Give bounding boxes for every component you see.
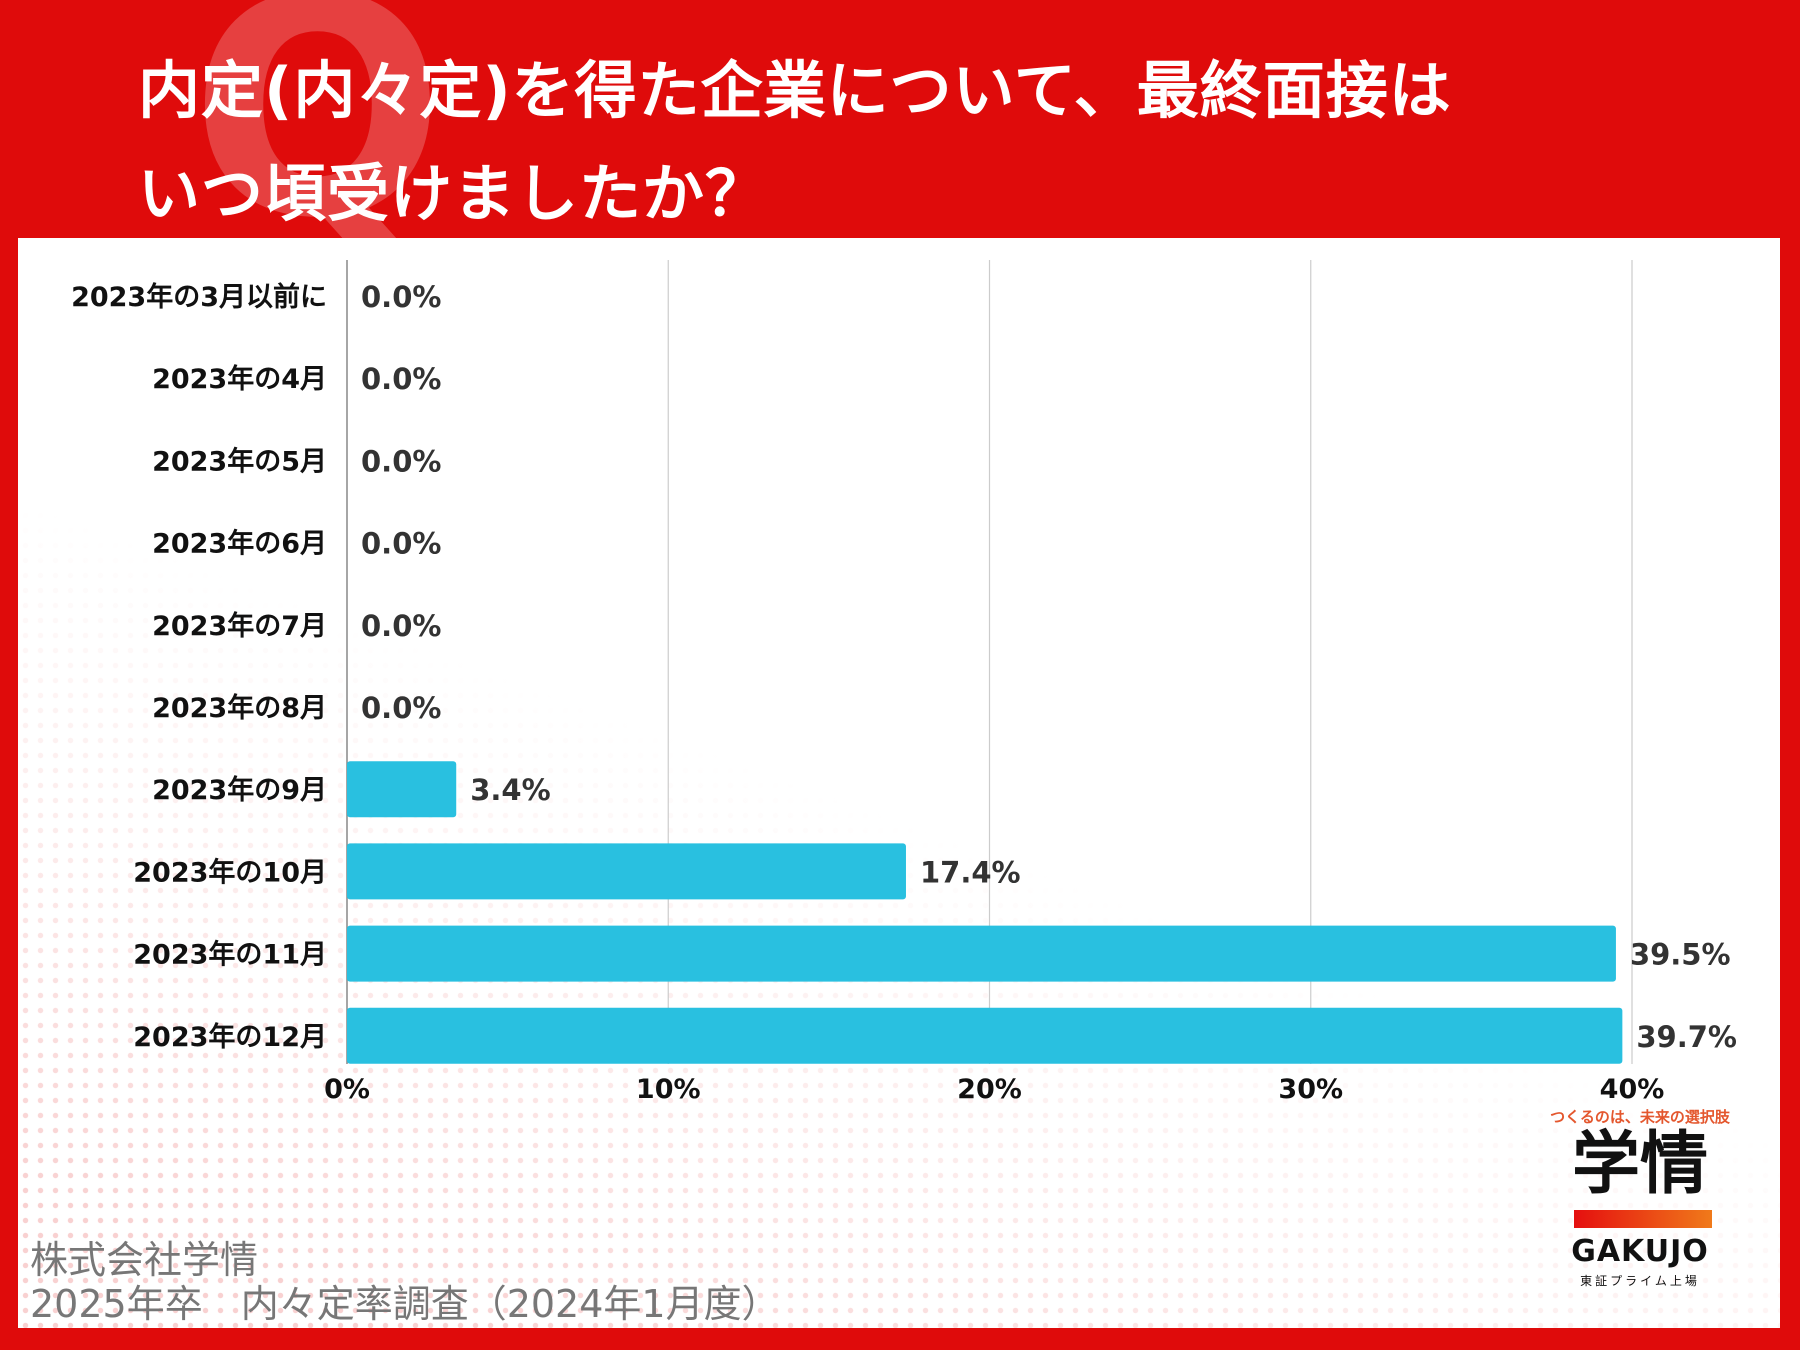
logo-subtitle: 東証プライム上場 <box>1580 1274 1700 1288</box>
bars-layer <box>347 761 1623 1064</box>
bar <box>347 761 457 818</box>
gakujo-logo: つくるのは、未来の選択肢 学情 GAKUJO 東証プライム上場 <box>1540 1106 1740 1288</box>
value-label: 3.4% <box>470 773 550 807</box>
bar <box>347 1007 1623 1064</box>
value-label: 0.0% <box>361 527 441 561</box>
category-label: 2023年の4月 <box>152 363 327 395</box>
value-label: 39.7% <box>1636 1020 1737 1054</box>
footer-company: 株式会社学情 <box>30 1238 259 1282</box>
value-label: 39.5% <box>1630 938 1731 972</box>
x-tick-label: 0% <box>324 1074 370 1105</box>
value-label: 0.0% <box>361 691 441 725</box>
page-title-line-1: 内定(内々定)を得た企業について、最終面接は <box>138 54 1452 127</box>
x-tick-label: 20% <box>957 1074 1022 1105</box>
logo-kanji: 学情 <box>1571 1125 1708 1204</box>
page-title-line-2: いつ頃受けましたか？ <box>138 157 769 230</box>
category-label: 2023年の6月 <box>152 528 327 560</box>
value-label: 17.4% <box>920 855 1021 889</box>
x-tick-label: 10% <box>636 1074 701 1105</box>
category-label: 2023年の8月 <box>152 692 327 724</box>
x-tick-label: 30% <box>1278 1074 1343 1105</box>
category-label: 2023年の12月 <box>133 1021 327 1053</box>
footer-survey: 2025年卒 内々定率調査（2024年1月度） <box>30 1282 780 1326</box>
logo-tagline: つくるのは、未来の選択肢 <box>1550 1108 1730 1126</box>
question-mark-watermark: Q <box>190 0 446 284</box>
labels-layer: 0% 10% 20% 30% 40% 2023年の3月以前に 0.0% 2023年の4月 0.0… <box>71 280 1737 1105</box>
x-tick-label: 40% <box>1600 1074 1665 1105</box>
value-label: 0.0% <box>361 280 441 314</box>
logo-name: GAKUJO <box>1571 1234 1709 1269</box>
category-label: 2023年の9月 <box>152 774 327 806</box>
category-label: 2023年の11月 <box>133 939 327 971</box>
footer-source: 株式会社学情 2025年卒 内々定率調査（2024年1月度） <box>30 1238 780 1326</box>
value-label: 0.0% <box>361 362 441 396</box>
category-label: 2023年の5月 <box>152 445 327 477</box>
category-label: 2023年の3月以前に <box>71 281 327 313</box>
panel-highlight <box>18 238 1780 1328</box>
bar <box>347 925 1616 982</box>
category-label: 2023年の10月 <box>133 856 327 888</box>
category-label: 2023年の7月 <box>152 610 327 642</box>
logo-gradient-bar <box>1574 1210 1712 1228</box>
bar-chart: 0% 10% 20% 30% 40% 2023年の3月以前に 0.0% 2023年の4月 0.0… <box>71 260 1737 1105</box>
value-label: 0.0% <box>361 444 441 478</box>
chart-panel: 0% 10% 20% 30% 40% 2023年の3月以前に 0.0% 2023年の4月 0.0… <box>18 238 1780 1328</box>
value-label: 0.0% <box>361 609 441 643</box>
bar <box>347 843 906 900</box>
